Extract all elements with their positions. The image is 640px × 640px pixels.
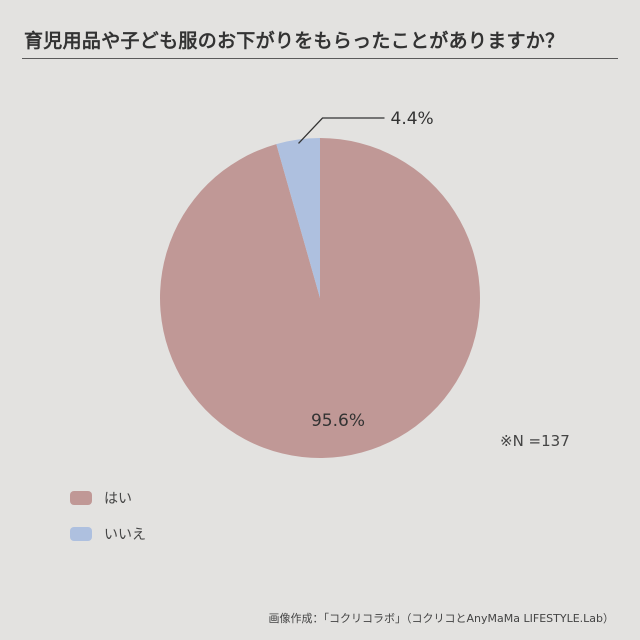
pie-slice-no: [276, 138, 320, 298]
image-credit: 画像作成：「コクリコラボ」（コクリコとAnyMaMa LIFESTYLE.Lab…: [268, 612, 614, 625]
legend-swatch-no: [70, 527, 92, 541]
legend: はい いいえ: [70, 488, 146, 560]
legend-item-no: いいえ: [70, 524, 146, 544]
data-label-no: 4.4%: [391, 109, 434, 129]
title-divider: [22, 58, 618, 59]
chart-title: 育児用品や子ども服のお下がりをもらったことがありますか？: [24, 30, 565, 52]
legend-item-yes: はい: [70, 488, 146, 508]
leader-line-no: [298, 117, 385, 144]
legend-label-no: いいえ: [104, 527, 146, 543]
sample-size-note: ※N =137: [500, 432, 570, 450]
legend-swatch-yes: [70, 491, 92, 505]
data-label-yes: 95.6%: [311, 411, 365, 431]
legend-label-yes: はい: [104, 491, 132, 507]
